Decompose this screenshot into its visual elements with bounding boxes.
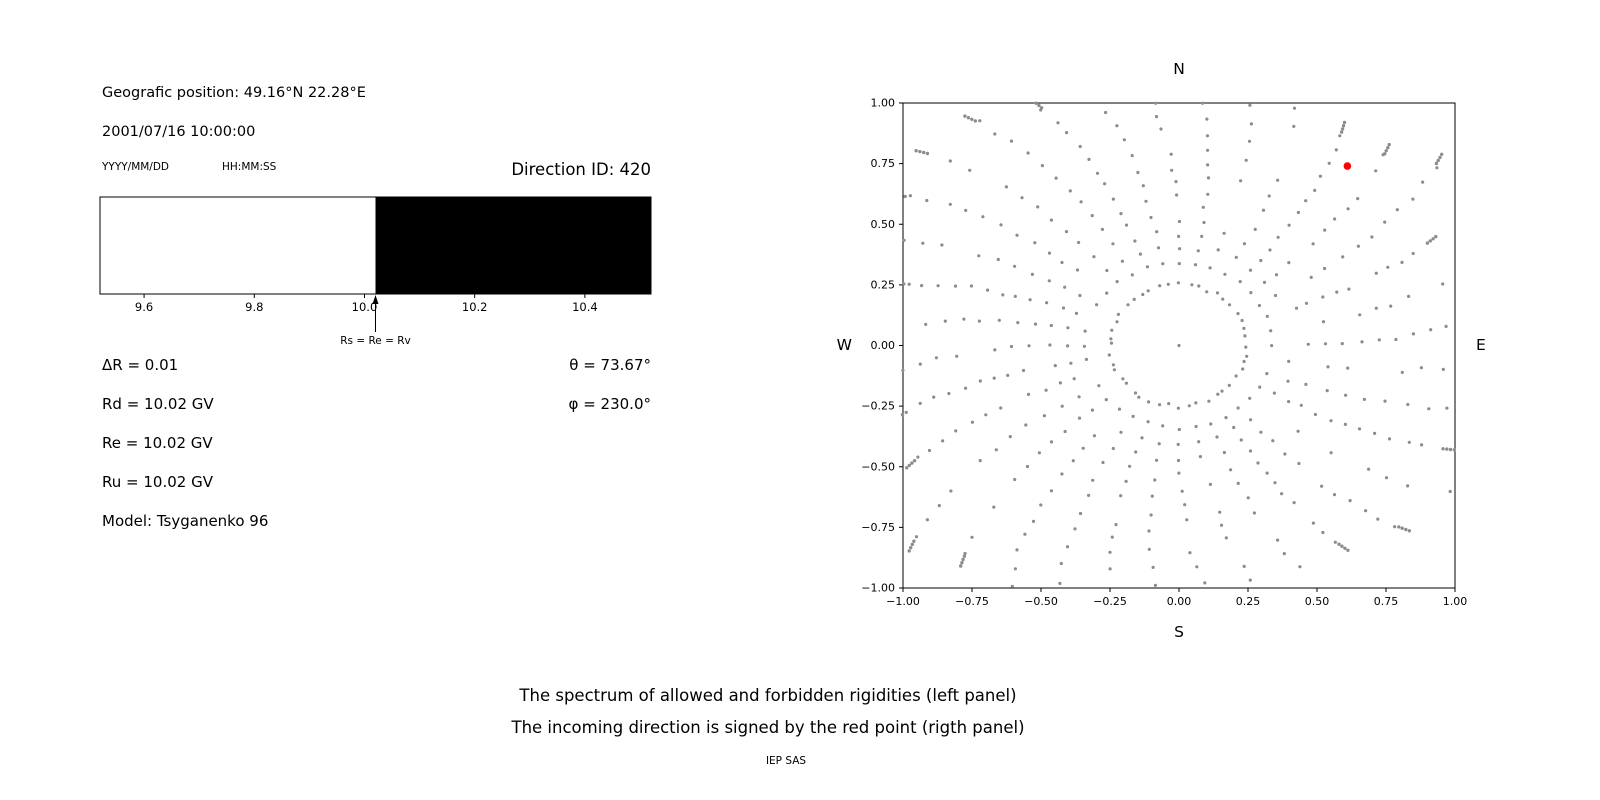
x-tick-label: −0.50 xyxy=(1024,595,1058,608)
x-tick-label: 0.50 xyxy=(1305,595,1330,608)
forbidden-region xyxy=(375,197,651,294)
geo-position-text: Geografic position: 49.16°N 22.28°E xyxy=(102,85,366,101)
compass-north-label: N xyxy=(1173,60,1185,78)
param-theta: θ = 73.67° xyxy=(569,356,651,374)
spectrum-x-tick-label: 10.2 xyxy=(462,300,488,314)
y-tick-label: 0.50 xyxy=(871,218,896,231)
param-rd: Rd = 10.02 GV xyxy=(102,395,214,413)
compass-south-label: S xyxy=(1174,623,1184,641)
direction-id-text: Direction ID: 420 xyxy=(511,160,651,179)
compass-west-label: W xyxy=(836,336,852,354)
credit-text: IEP SAS xyxy=(765,755,807,767)
datetime-text: 2001/07/16 10:00:00 xyxy=(102,124,256,140)
y-tick-label: −0.25 xyxy=(861,400,895,413)
spectrum-x-tick-label: 10.4 xyxy=(572,300,598,314)
x-tick-label: 0.00 xyxy=(1167,595,1192,608)
y-tick-label: 0.00 xyxy=(871,339,896,352)
rigidity-spectrum-chart: 9.6 9.8 10.0 10.2 10.4 Rs = Re = Rv xyxy=(99,196,652,347)
y-tick-label: −0.75 xyxy=(861,521,895,534)
param-re: Re = 10.02 GV xyxy=(102,434,213,452)
x-tick-label: 1.00 xyxy=(1443,595,1468,608)
x-tick-label: 0.75 xyxy=(1374,595,1399,608)
annotation-label: Rs = Re = Rv xyxy=(340,335,411,347)
param-delta-r: ΔR = 0.01 xyxy=(102,356,179,374)
direction-plot: −1.00 −0.75 −0.50 −0.25 0.00 0.25 0.50 0.75 1.00… xyxy=(861,97,1468,609)
y-tick-label: −1.00 xyxy=(861,582,895,595)
caption-line1: The spectrum of allowed and forbidden ri… xyxy=(519,686,1017,705)
param-ru: Ru = 10.02 GV xyxy=(102,473,213,491)
x-tick-label: −0.25 xyxy=(1093,595,1127,608)
x-tick-label: −0.75 xyxy=(955,595,989,608)
y-tick-label: −0.50 xyxy=(861,460,895,473)
param-phi: φ = 230.0° xyxy=(568,395,651,413)
time-format-label: HH:MM:SS xyxy=(222,161,277,173)
compass-east-label: E xyxy=(1476,336,1486,354)
spectrum-x-tick-label: 10.0 xyxy=(352,300,378,314)
y-tick-label: 0.25 xyxy=(871,278,896,291)
asymptotic-direction-dots xyxy=(900,101,1456,588)
annotation-arrow-head xyxy=(372,295,379,304)
spectrum-x-tick-label: 9.6 xyxy=(135,300,153,314)
caption-line2: The incoming direction is signed by the … xyxy=(511,718,1025,737)
date-format-label: YYYY/MM/DD xyxy=(102,161,170,173)
red-incoming-direction-point xyxy=(1343,162,1352,170)
spectrum-x-tick-label: 9.8 xyxy=(245,300,263,314)
x-tick-label: −1.00 xyxy=(886,595,920,608)
x-tick-label: 0.25 xyxy=(1236,595,1261,608)
y-tick-label: 0.75 xyxy=(871,157,896,170)
y-tick-label: 1.00 xyxy=(871,97,896,110)
param-model: Model: Tsyganenko 96 xyxy=(102,512,269,530)
spectrum-frame xyxy=(99,196,652,295)
